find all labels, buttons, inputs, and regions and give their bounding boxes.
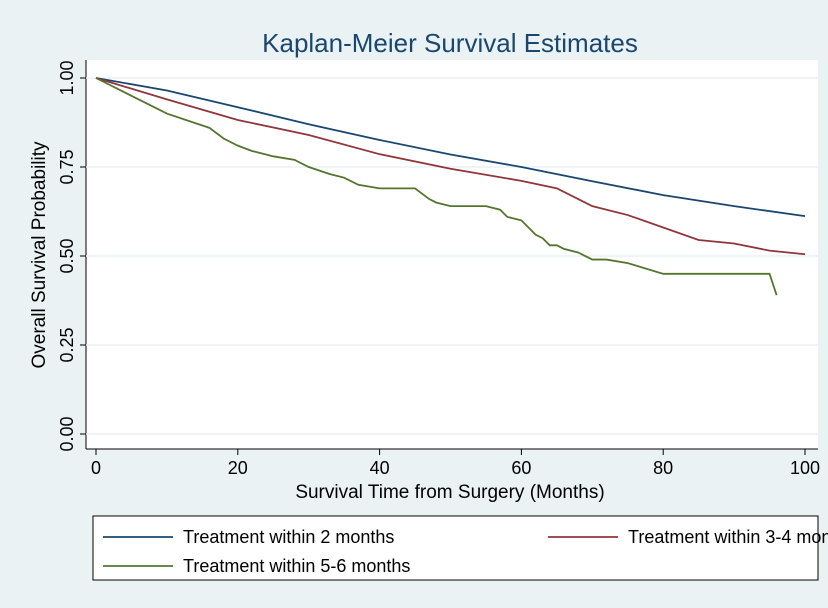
y-tick-label: 0.00 bbox=[57, 416, 77, 451]
x-tick-label: 0 bbox=[91, 458, 101, 478]
x-tick-label: 100 bbox=[790, 458, 820, 478]
survival-curve bbox=[95, 77, 806, 218]
x-tick-label: 60 bbox=[511, 458, 531, 478]
legend-label: Treatment within 5-6 months bbox=[183, 556, 410, 576]
y-axis-label: Overall Survival Probability bbox=[29, 141, 50, 369]
x-tick-label: 40 bbox=[370, 458, 390, 478]
legend-label: Treatment within 3-4 months bbox=[628, 527, 828, 547]
survival-curve bbox=[95, 77, 778, 296]
legend bbox=[92, 515, 819, 581]
survival-curve bbox=[95, 77, 806, 256]
y-tick-label: 0.50 bbox=[57, 238, 77, 273]
x-tick-label: 80 bbox=[653, 458, 673, 478]
y-tick-label: 0.75 bbox=[57, 149, 77, 184]
y-tick-label: 1.00 bbox=[57, 60, 77, 95]
chart-title: Kaplan-Meier Survival Estimates bbox=[262, 28, 638, 58]
x-axis-label: Survival Time from Surgery (Months) bbox=[295, 482, 604, 503]
plot-area bbox=[86, 60, 818, 449]
y-tick-label: 0.25 bbox=[57, 327, 77, 362]
x-tick-label: 20 bbox=[228, 458, 248, 478]
legend-label: Treatment within 2 months bbox=[183, 527, 394, 547]
